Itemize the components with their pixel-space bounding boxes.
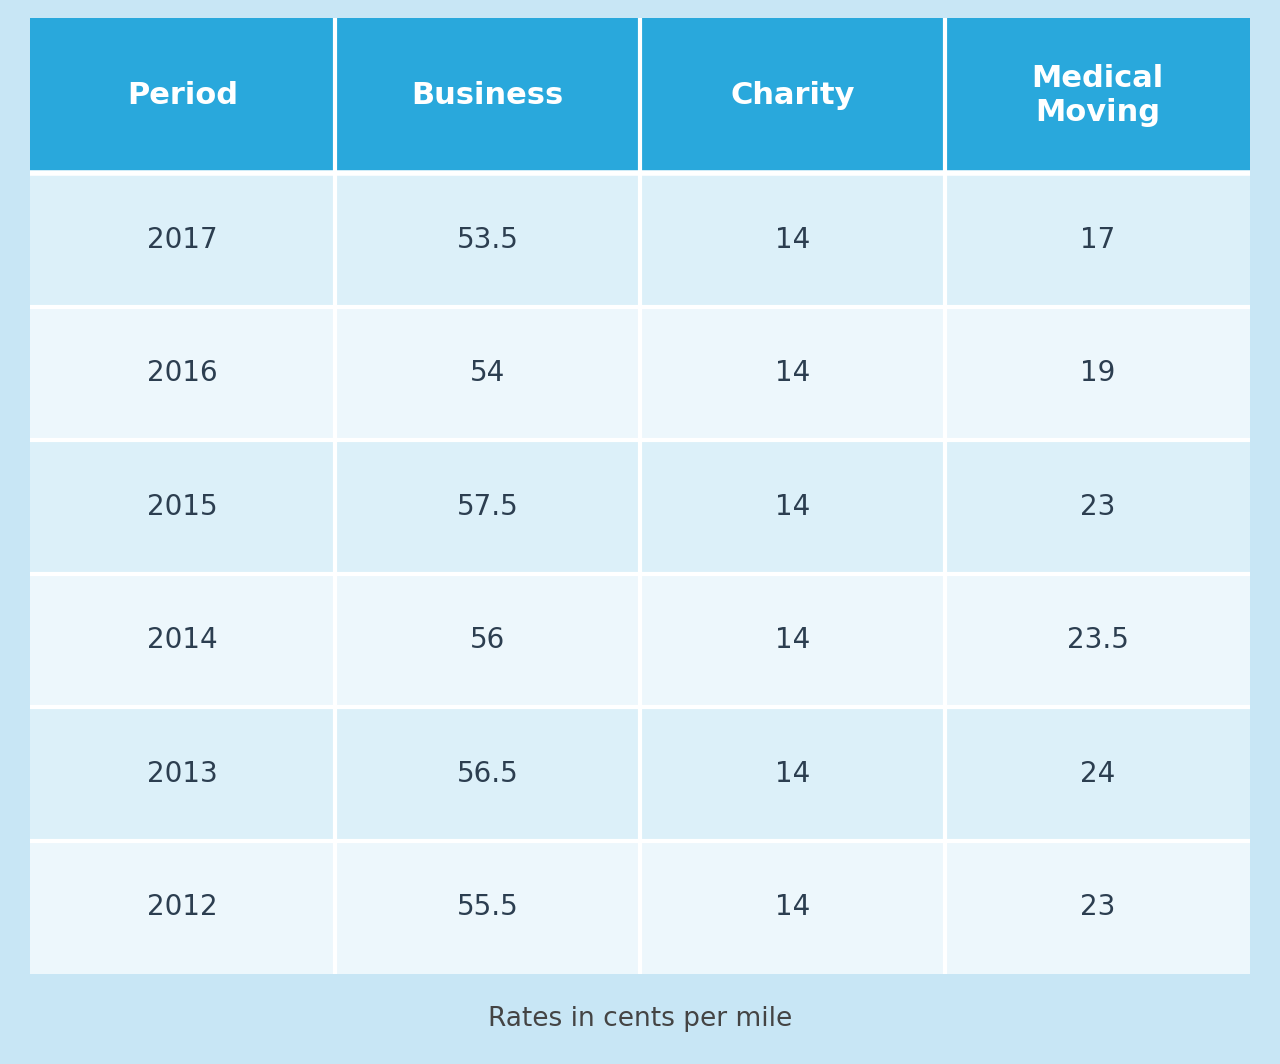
Bar xyxy=(335,306,640,440)
Bar xyxy=(945,306,1251,440)
Text: 54: 54 xyxy=(470,360,506,387)
Text: 24: 24 xyxy=(1080,760,1115,787)
Text: 14: 14 xyxy=(774,894,810,921)
Bar xyxy=(640,306,945,440)
Text: 17: 17 xyxy=(1080,226,1115,253)
Bar xyxy=(945,173,1251,306)
Text: Rates in cents per mile: Rates in cents per mile xyxy=(488,1005,792,1032)
Text: 14: 14 xyxy=(774,627,810,654)
Bar xyxy=(335,18,640,173)
Text: 14: 14 xyxy=(774,360,810,387)
Bar xyxy=(335,173,640,306)
Bar xyxy=(640,173,945,306)
Bar xyxy=(29,573,335,706)
Bar xyxy=(29,706,335,841)
Bar xyxy=(335,841,640,974)
Text: 53.5: 53.5 xyxy=(457,226,518,253)
Bar xyxy=(335,573,640,706)
Text: 2012: 2012 xyxy=(147,894,218,921)
Text: 2013: 2013 xyxy=(147,760,218,787)
Text: 14: 14 xyxy=(774,493,810,520)
Text: Period: Period xyxy=(127,81,238,110)
Bar xyxy=(29,173,335,306)
Bar xyxy=(945,573,1251,706)
Bar xyxy=(945,841,1251,974)
Text: 57.5: 57.5 xyxy=(457,493,518,520)
Bar xyxy=(945,706,1251,841)
Bar xyxy=(335,440,640,573)
Bar xyxy=(945,440,1251,573)
Text: 19: 19 xyxy=(1080,360,1115,387)
Bar xyxy=(29,18,335,173)
Bar xyxy=(640,440,945,573)
Text: 56: 56 xyxy=(470,627,506,654)
Text: 2016: 2016 xyxy=(147,360,218,387)
Bar xyxy=(640,841,945,974)
Bar xyxy=(640,706,945,841)
Text: 2017: 2017 xyxy=(147,226,218,253)
Text: 55.5: 55.5 xyxy=(457,894,518,921)
Bar xyxy=(640,573,945,706)
Text: 14: 14 xyxy=(774,226,810,253)
Text: 23: 23 xyxy=(1080,493,1115,520)
Text: 23.5: 23.5 xyxy=(1066,627,1129,654)
Text: 2014: 2014 xyxy=(147,627,218,654)
Text: 2015: 2015 xyxy=(147,493,218,520)
Text: 14: 14 xyxy=(774,760,810,787)
Bar xyxy=(29,306,335,440)
Text: 23: 23 xyxy=(1080,894,1115,921)
Bar xyxy=(640,18,945,173)
Text: Charity: Charity xyxy=(731,81,855,110)
Bar xyxy=(945,18,1251,173)
Bar xyxy=(29,841,335,974)
Bar xyxy=(29,440,335,573)
Text: Medical
Moving: Medical Moving xyxy=(1032,64,1164,127)
Text: 56.5: 56.5 xyxy=(457,760,518,787)
Text: Business: Business xyxy=(411,81,563,110)
Bar xyxy=(335,706,640,841)
